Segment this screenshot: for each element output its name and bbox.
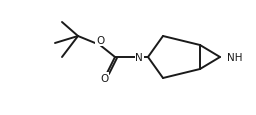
Text: O: O bbox=[100, 73, 108, 83]
Text: N: N bbox=[135, 53, 143, 62]
Text: NH: NH bbox=[227, 53, 242, 62]
Text: O: O bbox=[96, 36, 104, 46]
